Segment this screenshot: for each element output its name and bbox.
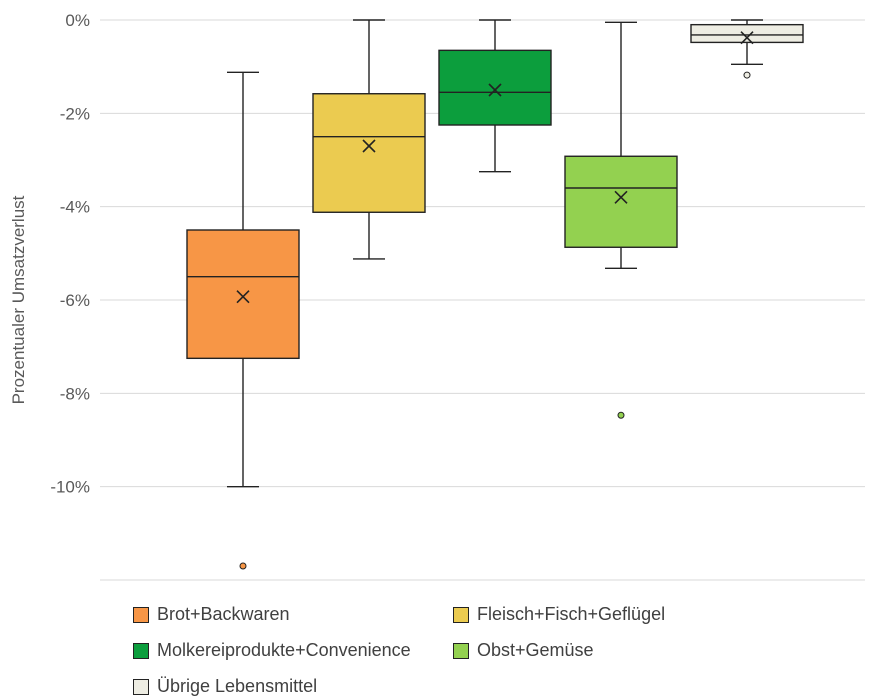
- outlier-point: [617, 411, 625, 419]
- legend-swatch: [453, 606, 469, 623]
- y-tick-label: -4%: [60, 198, 90, 217]
- y-tick-label: -10%: [50, 478, 90, 497]
- y-axis-ticks: 0% -2% -4% -6% -8% -10%: [50, 11, 90, 497]
- y-tick-label: -8%: [60, 384, 90, 403]
- mean-marker: [614, 190, 628, 204]
- legend-item: Übrige Lebensmittel: [133, 676, 317, 697]
- mean-marker: [740, 31, 754, 45]
- y-tick-label: -6%: [60, 291, 90, 310]
- legend-label: Übrige Lebensmittel: [157, 676, 318, 696]
- legend-swatch: [133, 606, 149, 623]
- box-5: [690, 19, 804, 79]
- iqr-box: [438, 49, 552, 126]
- box-plot-chart: 0% -2% -4% -6% -8% -10% Prozentualer Umsatzve…: [9, 11, 865, 581]
- y-axis-label: Prozentualer Umsatzverlust: [9, 195, 28, 404]
- legend-item: Obst+Gemüse: [453, 640, 594, 661]
- legend-label: Brot+Backwaren: [157, 604, 290, 624]
- legend-swatch: [133, 678, 149, 695]
- iqr-box: [186, 229, 300, 360]
- mean-marker: [236, 290, 250, 304]
- y-tick-label: -2%: [60, 104, 90, 123]
- box-1: [186, 71, 300, 570]
- legend-label: Molkereiprodukte+Convenience: [157, 640, 411, 660]
- iqr-box: [690, 23, 804, 44]
- legend-swatch: [133, 642, 149, 659]
- outlier-point: [239, 562, 247, 570]
- y-tick-label: 0%: [65, 11, 90, 30]
- iqr-box: [564, 155, 678, 248]
- legend-item: Brot+Backwaren: [133, 604, 290, 625]
- box-2: [312, 19, 426, 260]
- legend-item: Molkereiprodukte+Convenience: [133, 640, 411, 661]
- legend-swatch: [453, 642, 469, 659]
- legend-item: Fleisch+Fisch+Geflügel: [453, 604, 665, 625]
- iqr-box: [312, 93, 426, 213]
- legend-label: Obst+Gemüse: [477, 640, 594, 660]
- legend-label: Fleisch+Fisch+Geflügel: [477, 604, 666, 624]
- outlier-point: [743, 71, 751, 79]
- boxes: [186, 19, 804, 570]
- mean-marker: [362, 139, 376, 153]
- box-3: [438, 19, 552, 173]
- mean-marker: [488, 83, 502, 97]
- box-4: [564, 21, 678, 419]
